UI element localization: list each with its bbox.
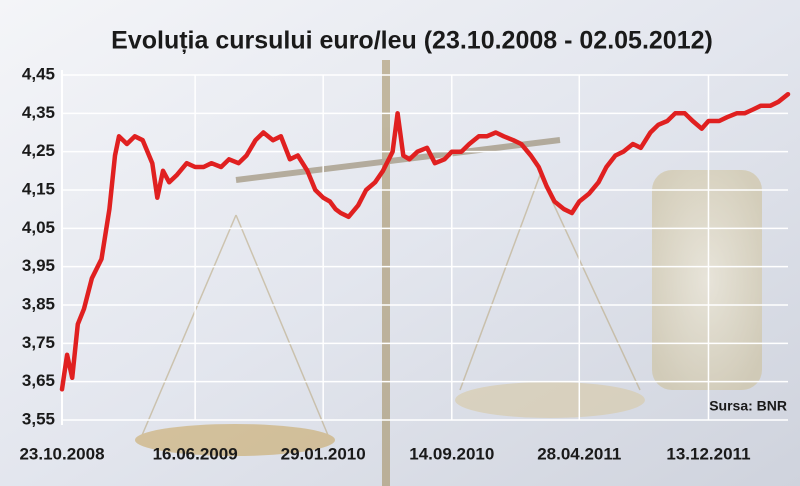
y-tick-label: 3,55 — [22, 409, 55, 428]
y-tick-label: 4,15 — [22, 179, 55, 198]
y-tick-label: 4,05 — [22, 218, 55, 237]
data-line — [59, 91, 791, 392]
x-tick-label: 16.06.2009 — [153, 444, 238, 463]
chart-title: Evoluția cursului euro/leu (23.10.2008 -… — [111, 27, 713, 55]
x-tick-label: 28.04.2011 — [537, 444, 621, 463]
y-tick-label: 3,85 — [22, 294, 55, 313]
x-tick-label: 14.09.2010 — [409, 444, 494, 463]
scale-illustration — [135, 60, 762, 486]
y-tick-label: 3,95 — [22, 256, 55, 275]
x-tick-label: 29.01.2010 — [281, 444, 366, 463]
x-tick-label: 13.12.2011 — [666, 444, 750, 463]
y-tick-label: 3,65 — [22, 371, 55, 390]
source-note: Sursa: BNR — [709, 398, 787, 414]
y-tick-label: 4,35 — [22, 103, 55, 122]
y-tick-label: 4,45 — [22, 64, 55, 83]
x-tick-label: 23.10.2008 — [19, 444, 104, 463]
y-tick-label: 4,25 — [22, 141, 55, 160]
y-tick-label: 3,75 — [22, 333, 55, 352]
